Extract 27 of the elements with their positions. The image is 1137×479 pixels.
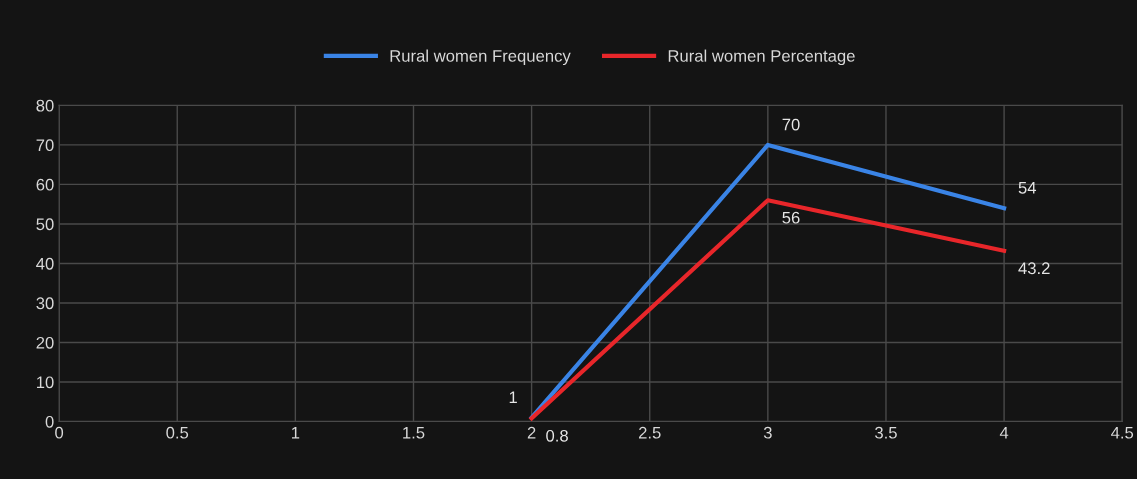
- y-tick-label: 10: [37, 376, 54, 389]
- x-tick-label: 2: [527, 426, 536, 439]
- x-tick-label: 0.5: [166, 426, 189, 439]
- x-tick-label: 4.5: [1111, 426, 1134, 439]
- y-tick-label: 40: [36, 257, 54, 270]
- data-label: 56: [782, 211, 800, 224]
- x-tick-label: 2.5: [638, 426, 661, 439]
- legend-label: Rural women Frequency: [390, 49, 571, 66]
- legend-label: Rural women Percentage: [668, 49, 855, 66]
- y-tick-label: 0: [45, 415, 54, 428]
- x-tick-label: 3: [763, 426, 772, 439]
- x-tick-label: 3.5: [875, 426, 897, 439]
- y-tick-label: 50: [36, 218, 54, 231]
- data-label: 54: [1018, 182, 1037, 194]
- x-tick-label: 4: [999, 426, 1009, 439]
- data-label: 70: [782, 118, 800, 131]
- data-label: 43.2: [1018, 262, 1050, 275]
- y-tick-label: 60: [36, 178, 54, 191]
- y-tick-label: 30: [36, 297, 54, 310]
- y-tick-label: 70: [36, 139, 54, 152]
- y-tick-label: 80: [36, 99, 54, 112]
- data-label: 1: [509, 391, 517, 403]
- data-label: 0.8: [546, 429, 568, 442]
- x-tick-label: 1: [292, 426, 300, 439]
- x-tick-label: 1.5: [403, 426, 425, 439]
- y-tick-label: 20: [36, 336, 54, 349]
- x-tick-label: 0: [55, 426, 64, 439]
